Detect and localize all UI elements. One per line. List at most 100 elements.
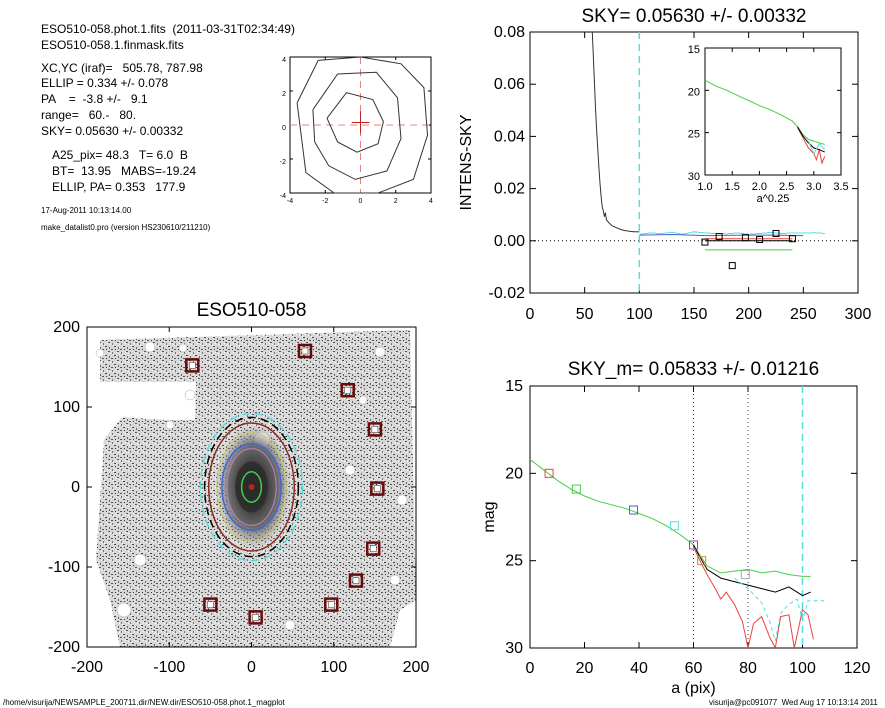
sky-marker — [788, 235, 796, 243]
x-tick-label: -4 — [287, 198, 293, 205]
y-tick-label: 0.04 — [494, 128, 525, 145]
sky-box-marker — [203, 597, 218, 612]
inset-series-line — [797, 126, 825, 153]
x-tick-label: 2 — [394, 198, 398, 205]
x-tick-label: 50 — [576, 306, 594, 323]
masked-star — [133, 553, 147, 567]
x-tick-label: 100 — [789, 660, 816, 677]
mag-title: SKY_m= 0.05833 +/- 0.01216 — [568, 359, 819, 380]
y-tick-label: 30 — [505, 640, 523, 657]
image-title: ESO510-058 — [197, 300, 307, 321]
contour-line — [326, 92, 384, 153]
y-tick-label: -4 — [280, 193, 286, 200]
masked-star — [144, 341, 156, 353]
inset-series-line — [704, 79, 825, 145]
sky-box-marker — [348, 573, 364, 588]
sky-marker — [772, 229, 780, 237]
program-line: make_datalist0.pro (version HS230610/211… — [41, 223, 211, 232]
sky-title: SKY= 0.05630 +/- 0.00332 — [581, 6, 806, 27]
ellip-line: ELLIP = 0.334 +/- 0.078 — [41, 76, 169, 90]
masked-star — [396, 494, 408, 506]
file-line: ESO510-058.phot.1.fits (2011-03-31T02:34… — [41, 22, 295, 36]
y-tick-label: 100 — [53, 399, 80, 416]
isophote-ellipse — [203, 416, 300, 558]
sky-series-line — [639, 231, 826, 235]
y-tick-label: 20 — [688, 86, 700, 98]
sky-box-marker — [365, 541, 381, 556]
x-tick-label: 2.5 — [779, 181, 794, 193]
sky-series-line — [591, 32, 640, 233]
y-tick-label: 2 — [282, 91, 286, 98]
mag-marker — [571, 484, 581, 494]
inset-series-line — [797, 127, 826, 165]
image-blank-region — [87, 382, 196, 598]
y-tick-label: 0.08 — [494, 24, 525, 41]
x-tick-label: 2.0 — [752, 181, 767, 193]
x-tick-label: 4 — [429, 198, 433, 205]
isophote-ellipse — [199, 412, 304, 562]
sky-box-marker — [248, 610, 263, 625]
y-tick-label: 20 — [505, 465, 523, 482]
mag-marker — [544, 468, 554, 478]
x-tick-label: 40 — [630, 660, 648, 677]
sky-box-marker — [297, 343, 313, 359]
y-tick-label: 25 — [505, 553, 523, 570]
mag-marker — [629, 505, 639, 515]
y-tick-label: -100 — [48, 559, 80, 576]
x-tick-label: -200 — [71, 659, 103, 676]
y-tick-label: 4 — [282, 57, 286, 64]
y-tick-label: 15 — [505, 378, 523, 395]
x-tick-label: 0 — [247, 659, 256, 676]
sky-marker — [715, 233, 723, 241]
x-tick-label: -100 — [153, 659, 185, 676]
ellip-pa-line: ELLIP, PA= 0.353 177.9 — [52, 180, 186, 194]
y-tick-label: 200 — [53, 319, 80, 336]
x-tick-label: 60 — [685, 660, 703, 677]
footer-path: /home/visurija/NEWSAMPLE_200711.dir/NEW.… — [3, 698, 285, 707]
mag-marker — [697, 556, 707, 566]
y-tick-label: 0.00 — [494, 233, 525, 250]
masked-star — [358, 395, 368, 405]
plot-frame — [704, 47, 842, 176]
inset-xlabel: a^0.25 — [757, 193, 790, 205]
sky-box-inner — [207, 601, 214, 608]
footer-user: visurija@pc091077 Wed Aug 17 10:13:14 20… — [709, 698, 878, 707]
range-line: range= 60.- 80. — [41, 108, 137, 122]
x-tick-label: 3.0 — [806, 181, 821, 193]
mag-ylabel: mag — [481, 501, 498, 532]
mag-series-line — [530, 459, 811, 577]
sky-box-inner — [352, 577, 360, 584]
masked-star — [184, 389, 196, 401]
pa-line: PA = -3.8 +/- 9.1 — [41, 92, 148, 106]
mag-series-group — [530, 459, 825, 648]
y-tick-label: 15 — [688, 44, 700, 56]
isophote-ellipse — [240, 471, 263, 503]
inset-series-line — [807, 140, 826, 155]
sky-box-inner — [189, 362, 196, 369]
masked-star — [284, 619, 296, 631]
sky-box-inner — [252, 614, 259, 621]
masked-star — [389, 574, 401, 586]
date-line: 17-Aug-2011 10:13:14.00 — [41, 206, 132, 215]
x-tick-label: -2 — [322, 198, 328, 205]
y-tick-label: 0.02 — [494, 181, 525, 198]
x-tick-label: 200 — [403, 659, 430, 676]
mag-xlabel: a (pix) — [671, 680, 715, 697]
x-tick-label: 300 — [845, 306, 872, 323]
sky-box-marker — [185, 358, 200, 373]
x-tick-label: 250 — [790, 306, 817, 323]
sky-series-group — [591, 32, 826, 270]
sky-box-inner — [328, 601, 335, 608]
sky-box-marker — [370, 481, 385, 496]
xcyc-line: XC,YC (iraf)= 505.78, 787.98 — [41, 61, 203, 75]
mag-marker — [740, 570, 750, 580]
sky-box-marker — [367, 422, 383, 437]
sky-marker — [756, 235, 764, 243]
x-tick-label: 100 — [320, 659, 347, 676]
x-tick-label: 1.0 — [697, 181, 712, 193]
x-tick-label: 20 — [576, 660, 594, 677]
sky-series-line — [639, 233, 804, 237]
sky-marker — [701, 238, 709, 246]
x-tick-label: 3.5 — [833, 181, 848, 193]
